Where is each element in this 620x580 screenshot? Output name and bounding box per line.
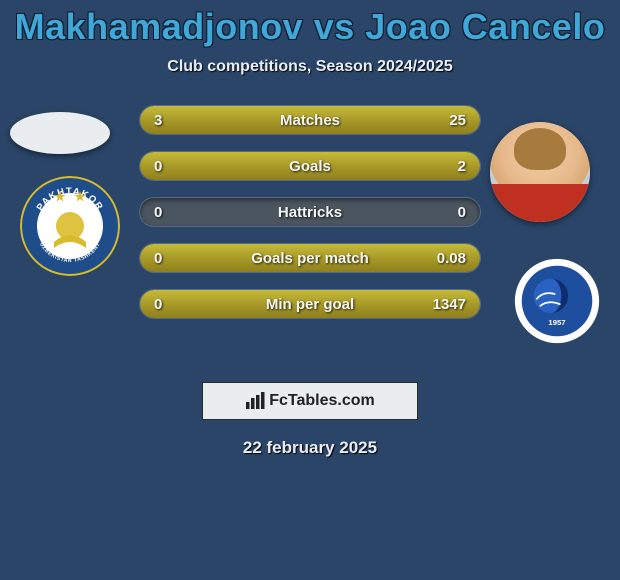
- subtitle: Club competitions, Season 2024/2025: [0, 58, 620, 76]
- stat-row: 01347Min per goal: [140, 290, 480, 318]
- page-title: Makhamadjonov vs Joao Cancelo: [0, 0, 620, 48]
- stat-label: Min per goal: [140, 290, 480, 318]
- stat-label: Hattricks: [140, 198, 480, 226]
- footer-date: 22 february 2025: [0, 438, 620, 458]
- brand-text: FcTables.com: [269, 392, 375, 410]
- stat-label: Goals: [140, 152, 480, 180]
- title-left: Makhamadjonov: [15, 6, 304, 47]
- stat-row: 00Hattricks: [140, 198, 480, 226]
- stat-row: 00.08Goals per match: [140, 244, 480, 272]
- brand-box: FcTables.com: [202, 382, 418, 420]
- stat-row: 325Matches: [140, 106, 480, 134]
- title-right: Joao Cancelo: [365, 6, 605, 47]
- title-vs: vs: [314, 6, 355, 47]
- bars-icon: [245, 392, 265, 410]
- stat-label: Goals per match: [140, 244, 480, 272]
- stat-label: Matches: [140, 106, 480, 134]
- stat-row: 02Goals: [140, 152, 480, 180]
- comparison-bars: 325Matches 02Goals 00Hattricks 00.08Goals p…: [140, 106, 480, 336]
